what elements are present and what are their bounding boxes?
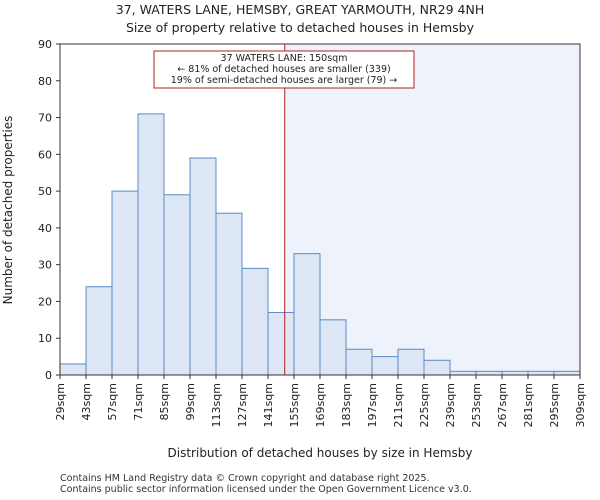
bar-71sqm — [137, 113, 165, 376]
y-tick-label: 20 — [38, 295, 52, 308]
x-tick-label: 211sqm — [392, 383, 405, 427]
bar-295sqm — [553, 370, 581, 376]
x-tick-label: 141sqm — [262, 383, 275, 427]
y-tick-label: 60 — [38, 148, 52, 161]
y-tick-label: 90 — [38, 38, 52, 51]
x-tick-label: 295sqm — [548, 383, 561, 427]
bar-267sqm — [501, 370, 529, 376]
annotation-line-3: 19% of semi-detached houses are larger (… — [171, 75, 398, 86]
bar-197sqm — [371, 356, 399, 376]
bar-211sqm — [397, 348, 425, 376]
bar-127sqm — [241, 267, 269, 376]
y-tick-label: 70 — [38, 112, 52, 125]
x-axis-label: Distribution of detached houses by size … — [168, 446, 473, 460]
footer-line-2: Contains public sector information licen… — [60, 484, 472, 495]
bar-281sqm — [527, 370, 555, 376]
bar-155sqm — [293, 253, 321, 376]
x-tick-label: 29sqm — [54, 383, 67, 420]
x-tick-label: 253sqm — [470, 383, 483, 427]
footer-line-1: Contains HM Land Registry data © Crown c… — [60, 473, 430, 484]
chart-subtitle: Size of property relative to detached ho… — [126, 20, 475, 35]
bar-43sqm — [85, 286, 113, 376]
bar-169sqm — [319, 319, 347, 376]
x-axis: 29sqm 43sqm 57sqm 71sqm 85sqm 99sqm 113sqm 127s… — [54, 375, 587, 427]
chart-title: 37, WATERS LANE, HEMSBY, GREAT YARMOUTH,… — [116, 2, 484, 17]
annotation-border — [153, 50, 415, 89]
x-tick-label: 43sqm — [80, 383, 93, 420]
y-axis-label: Number of detached properties — [1, 116, 15, 305]
y-tick-label: 0 — [45, 369, 52, 382]
bar-57sqm — [111, 190, 139, 376]
x-tick-label: 113sqm — [210, 383, 223, 427]
x-tick-label: 239sqm — [444, 383, 457, 427]
x-tick-label: 225sqm — [418, 383, 431, 427]
y-tick-label: 10 — [38, 332, 52, 345]
x-tick-label: 57sqm — [106, 383, 119, 420]
bar-141sqm — [267, 311, 295, 376]
y-tick-label: 40 — [38, 222, 52, 235]
bar-113sqm — [215, 212, 243, 376]
x-tick-label: 197sqm — [366, 383, 379, 427]
bar-253sqm — [475, 370, 503, 376]
y-tick-label: 50 — [38, 185, 52, 198]
bar-239sqm — [449, 370, 477, 376]
x-tick-label: 183sqm — [340, 383, 353, 427]
annotation-line-1: 37 WATERS LANE: 150sqm — [221, 53, 348, 64]
x-tick-label: 155sqm — [288, 383, 301, 427]
bar-183sqm — [345, 348, 373, 376]
x-tick-label: 127sqm — [236, 383, 249, 427]
x-tick-label: 85sqm — [158, 383, 171, 420]
bar-29sqm — [59, 363, 87, 376]
x-tick-label: 267sqm — [496, 383, 509, 427]
bar-85sqm — [163, 194, 191, 376]
bar-99sqm — [189, 157, 217, 376]
y-tick-label: 80 — [38, 75, 52, 88]
annotation-box: 37 WATERS LANE: 150sqm ← 81% of detached… — [153, 50, 415, 89]
x-tick-label: 281sqm — [522, 383, 535, 427]
x-tick-label: 309sqm — [574, 383, 587, 427]
bars-group — [59, 113, 581, 376]
y-tick-label: 30 — [38, 259, 52, 272]
x-tick-label: 71sqm — [132, 383, 145, 420]
x-tick-label: 169sqm — [314, 383, 327, 427]
annotation-line-2: ← 81% of detached houses are smaller (33… — [177, 64, 390, 75]
bar-225sqm — [423, 359, 451, 376]
x-tick-label: 99sqm — [184, 383, 197, 420]
